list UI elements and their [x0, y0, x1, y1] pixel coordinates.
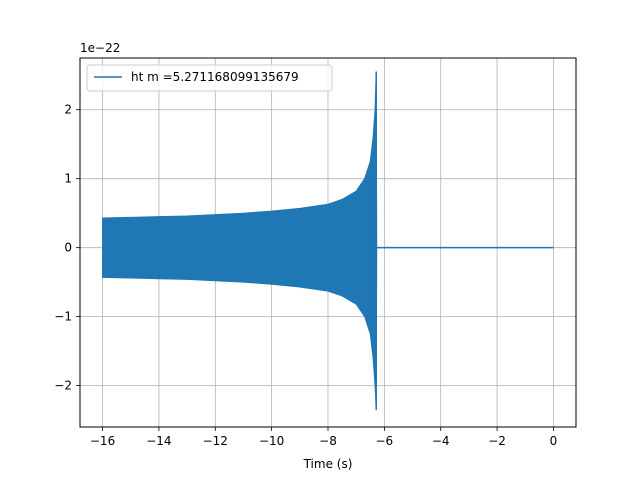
legend-box — [86, 64, 333, 92]
plot-series — [102, 71, 554, 411]
x-axis-ticks: −16 −14 −12 −10 −8 −6 −4 −2 0 — [90, 427, 557, 448]
x-tick-label: −16 — [90, 434, 115, 448]
x-tick-label: −4 — [432, 434, 450, 448]
y-axis-ticks: −2 −1 0 1 2 — [54, 103, 80, 393]
x-tick-label: −6 — [376, 434, 394, 448]
x-axis-label: Time (s) — [303, 457, 353, 471]
x-tick-label: −10 — [259, 434, 284, 448]
x-tick-label: −12 — [203, 434, 228, 448]
y-tick-label: −1 — [54, 310, 72, 324]
legend: ht m =5.271168099135679 — [86, 64, 333, 92]
y-tick-label: −2 — [54, 379, 72, 393]
legend-entry-label: ht m =5.271168099135679 — [131, 70, 299, 84]
x-tick-label: 0 — [550, 434, 558, 448]
y-axis-offset-label: 1e−22 — [80, 41, 120, 55]
x-tick-label: −14 — [146, 434, 171, 448]
y-tick-label: 0 — [64, 241, 72, 255]
x-tick-label: −8 — [319, 434, 337, 448]
y-tick-label: 1 — [64, 172, 72, 186]
y-tick-label: 2 — [64, 103, 72, 117]
x-tick-label: −2 — [488, 434, 506, 448]
